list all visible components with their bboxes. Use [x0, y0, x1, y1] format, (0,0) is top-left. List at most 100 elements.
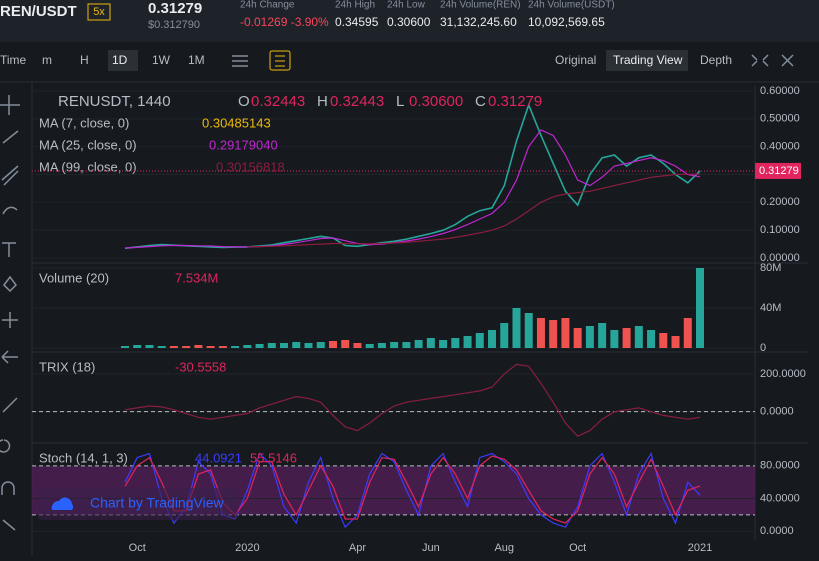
interval[interactable]: Time	[0, 53, 27, 67]
volume-bar	[488, 330, 497, 348]
series-line	[247, 173, 701, 248]
legend-value: 0.29179040	[209, 137, 278, 152]
x-tick-label: Oct	[129, 542, 146, 554]
stat-label: 24h Low	[387, 0, 426, 11]
volume-bar	[585, 326, 594, 348]
stat-label: 24h Change	[240, 0, 295, 11]
volume-bar	[304, 343, 313, 348]
volume-bar	[598, 323, 607, 348]
legend-name: MA (99, close, 0)	[39, 159, 137, 174]
volume-bar	[280, 343, 289, 348]
x-tick-label: 2020	[235, 542, 259, 554]
volume-bar	[549, 320, 558, 348]
pair[interactable]: REN/USDT	[0, 3, 77, 20]
stat-value: 31,132,245.60	[440, 15, 517, 29]
legend-value: -30.5558	[175, 359, 226, 374]
legend-name: MA (25, close, 0)	[39, 137, 137, 152]
ohlc-label: O	[238, 93, 250, 110]
settings-icon-lines	[232, 55, 248, 67]
stat-label: 24h High	[335, 0, 375, 11]
volume-bar	[426, 338, 435, 348]
volume-bar	[524, 313, 533, 348]
legend-value: 0.30156818	[216, 159, 285, 174]
x-tick-label: Aug	[494, 542, 514, 554]
settings-icon[interactable]	[230, 50, 250, 70]
y-tick-label: 0.20000	[760, 196, 800, 208]
legend-value: 7.534M	[175, 270, 218, 285]
stat-value: 10,092,569.65	[528, 15, 605, 29]
indicator-icon[interactable]	[269, 50, 291, 71]
volume-bar	[475, 333, 484, 348]
watermark-bg	[38, 488, 238, 520]
volume-bar	[194, 345, 203, 348]
volume-bar	[218, 346, 227, 348]
interval[interactable]: 1W	[152, 53, 171, 67]
interval[interactable]: H	[80, 53, 89, 67]
price: 0.31279	[148, 0, 202, 17]
volume-bar	[634, 326, 643, 348]
legend-value: 55.5146	[250, 450, 297, 465]
x-tick-label: Apr	[349, 542, 366, 554]
last-price-label: 0.31279	[759, 165, 799, 177]
volume-bar	[267, 343, 276, 348]
y-tick-label: 0.40000	[760, 141, 800, 153]
volume-bar	[121, 346, 129, 348]
header-bg	[0, 0, 819, 42]
fullscreen-icon[interactable]	[751, 54, 769, 67]
volume-bar	[536, 318, 545, 348]
leverage[interactable]: 5x	[93, 6, 105, 18]
volume-bar	[439, 340, 448, 348]
volume-bar	[647, 330, 656, 348]
ohlc-value: 0.32443	[251, 93, 305, 110]
volume-bar	[292, 342, 301, 348]
watermark[interactable]: Chart by TradingView	[90, 495, 224, 511]
volume-bar	[451, 338, 460, 348]
volume-bar	[341, 340, 350, 348]
stat-value: 0.30600	[387, 15, 431, 29]
x-tick-label: Oct	[569, 542, 586, 554]
y-tick-label: 0	[760, 342, 766, 354]
volume-bar	[377, 343, 386, 348]
view-tab[interactable]: Original	[555, 53, 596, 67]
watermark-icon	[51, 497, 73, 510]
panel-title: Stoch (14, 1, 3)	[39, 450, 128, 465]
interval[interactable]: 1M	[188, 53, 205, 67]
y-tick-label: 200.0000	[760, 368, 806, 380]
x-tick-label: Jun	[422, 542, 440, 554]
ohlc-value: 0.32443	[330, 93, 384, 110]
volume-bar	[671, 336, 680, 348]
y-tick-label: 80.0000	[760, 460, 800, 472]
ohlc-value: 0.30600	[409, 93, 463, 110]
stat-label: 24h Volume(REN)	[440, 0, 521, 11]
view-tab[interactable]: Trading View	[613, 53, 683, 67]
y-tick-label: 80M	[760, 262, 781, 274]
volume-bar	[683, 318, 692, 348]
close-icon[interactable]	[781, 54, 794, 67]
left-tools	[0, 95, 20, 531]
panel-title: TRIX (18)	[39, 359, 95, 374]
volume-bar	[659, 333, 668, 348]
volume-bar	[255, 344, 264, 348]
volume-bar	[145, 345, 154, 348]
volume-bar	[316, 342, 325, 348]
interval[interactable]: 1D	[112, 53, 128, 67]
ohlc-label: L	[396, 93, 404, 110]
volume-bar	[231, 346, 240, 348]
interval[interactable]: m	[42, 53, 52, 67]
volume-bar	[243, 345, 252, 348]
volume-bar	[561, 318, 570, 348]
legend-value: 44.0921	[195, 450, 242, 465]
series-line	[124, 129, 701, 249]
y-tick-label: 0.50000	[760, 113, 800, 125]
active-view-bg	[606, 50, 688, 71]
stat-value: -0.01269 -3.90%	[240, 15, 329, 29]
volume-bar	[353, 343, 362, 348]
volume-bar	[365, 344, 374, 348]
volume-bar	[402, 342, 411, 348]
active-interval-bg	[108, 50, 138, 71]
view-tab[interactable]: Depth	[700, 53, 732, 67]
volume-bar	[390, 342, 399, 348]
ohlc-label: H	[317, 93, 328, 110]
chart-title: RENUSDT, 1440	[58, 93, 171, 110]
volume-bar	[463, 336, 472, 348]
